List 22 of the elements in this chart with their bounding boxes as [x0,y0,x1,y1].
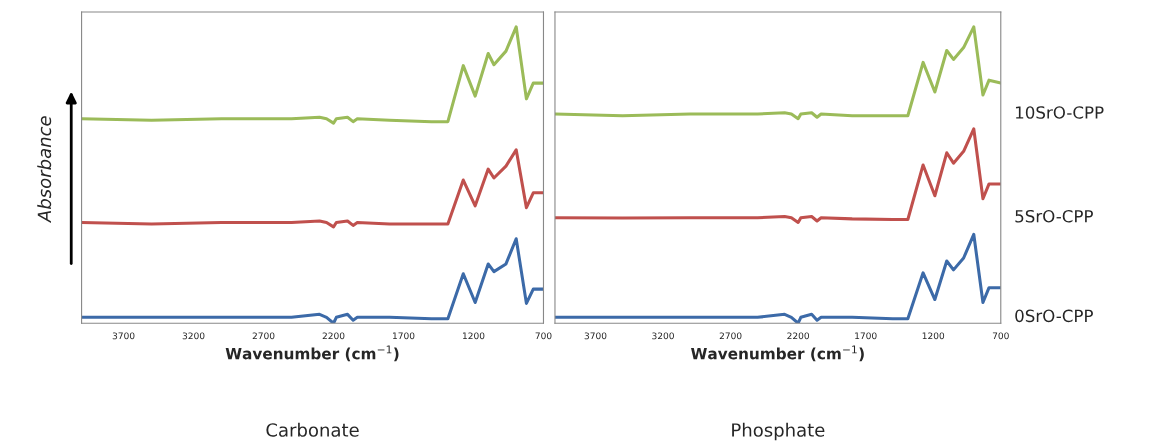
x-tick-label: 1700 [855,332,877,340]
x-tick-label: 3700 [112,332,135,340]
x-tick-label: 1200 [922,332,945,340]
x-tick-label: 3700 [584,332,607,340]
x-tick-label: 1200 [463,332,485,340]
x-tick-label: 2700 [252,332,275,340]
x-tick-label: 1700 [393,332,415,340]
text: Carbonate [266,422,359,437]
series-label: 0SrO-CPP [1015,309,1093,323]
y-axis-title: Absorbance [37,116,52,224]
series-label: 5SrO-CPP [1015,209,1093,223]
x-tick-label: 3200 [652,332,674,340]
x-axis-title: Wavenumber (cm$^{−1}$) [691,345,864,362]
x-tick-label: 2200 [322,332,345,340]
series-label: 10SrO-CPP [1015,106,1104,119]
x-tick-label: 700 [535,332,552,340]
x-tick-label: 700 [992,332,1009,340]
x-tick-label: 3200 [182,332,205,340]
x-tick-label: 2200 [787,332,810,340]
x-tick-label: 2700 [719,332,742,340]
text: Phosphate [732,422,825,441]
x-axis-title: Wavenumber (cm$^{−1}$) [225,345,399,362]
